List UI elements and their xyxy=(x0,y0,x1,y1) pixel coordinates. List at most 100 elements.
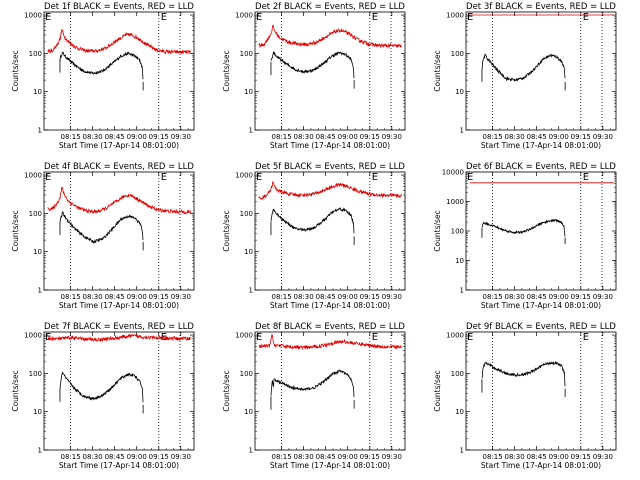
series-line-events xyxy=(481,53,566,82)
y-axis-label: Counts/sec xyxy=(222,210,231,251)
series-line-events xyxy=(59,371,144,403)
series-line-events xyxy=(270,51,355,79)
x-tick-label: 08:45 xyxy=(527,453,547,461)
plot-frame xyxy=(254,171,406,291)
x-tick-label: 09:15 xyxy=(149,133,169,141)
y-axis-label: Counts/sec xyxy=(11,50,20,91)
x-tick-label: 08:30 xyxy=(505,293,525,301)
detector-panel-3: Det 3f BLACK = Events, RED = LLD 1 10 100 10… xyxy=(433,2,616,150)
x-tick-label: 09:00 xyxy=(127,133,147,141)
panel-title: Det 2f BLACK = Events, RED = LLD xyxy=(255,2,405,12)
x-axis-label: Start Time (17-Apr-14 08:01:00) xyxy=(270,461,390,470)
x-tick-label: 09:00 xyxy=(338,133,358,141)
series-line-events xyxy=(481,218,566,237)
x-tick-label: 09:30 xyxy=(382,453,402,461)
x-axis-label: Start Time (17-Apr-14 08:01:00) xyxy=(270,141,390,150)
x-axis-label: Start Time (17-Apr-14 08:01:00) xyxy=(59,141,179,150)
series-line-lld xyxy=(47,28,192,55)
panel-title: Det 6f BLACK = Events, RED = LLD xyxy=(466,162,616,172)
x-tick-label: 09:00 xyxy=(549,293,569,301)
plot-frame xyxy=(43,11,195,131)
y-tick-label: 10 xyxy=(244,408,253,416)
y-tick-label: 1000 xyxy=(446,198,464,206)
series-line-events xyxy=(59,51,144,80)
panel-title: Det 3f BLACK = Events, RED = LLD xyxy=(466,2,616,12)
y-axis-label: Counts/sec xyxy=(11,370,20,411)
series-line-events xyxy=(270,369,355,398)
y-tick-label: 1000 xyxy=(24,172,42,180)
y-axis-label: Counts/sec xyxy=(433,210,442,251)
flag-label: E xyxy=(161,12,167,23)
x-tick-label: 08:15 xyxy=(60,133,80,141)
x-axis-label: Start Time (17-Apr-14 08:01:00) xyxy=(59,301,179,310)
y-tick-label: 10 xyxy=(455,257,464,265)
x-tick-label: 08:15 xyxy=(482,293,502,301)
x-tick-label: 08:30 xyxy=(505,133,525,141)
flag-label: E xyxy=(372,332,378,343)
series-line-lld xyxy=(258,333,403,351)
flag-label: E xyxy=(45,332,51,343)
flag-label: E xyxy=(583,332,589,343)
detector-panel-7: Det 7f BLACK = Events, RED = LLD 1 10 100 10… xyxy=(11,322,194,470)
panel-title: Det 9f BLACK = Events, RED = LLD xyxy=(466,322,616,332)
y-tick-label: 1 xyxy=(460,287,464,295)
y-tick-label: 1 xyxy=(460,127,464,135)
y-axis-label: Counts/sec xyxy=(222,50,231,91)
y-tick-label: 1000 xyxy=(24,12,42,20)
y-tick-label: 10 xyxy=(455,88,464,96)
x-tick-label: 09:00 xyxy=(338,453,358,461)
x-tick-label: 08:15 xyxy=(271,293,291,301)
x-tick-label: 09:00 xyxy=(549,453,569,461)
y-tick-label: 10000 xyxy=(442,169,464,177)
x-tick-label: 09:15 xyxy=(149,293,169,301)
series-line-events xyxy=(270,207,355,234)
x-tick-label: 09:15 xyxy=(571,453,591,461)
flag-label: E xyxy=(45,12,51,23)
y-tick-label: 1000 xyxy=(235,172,253,180)
plot-frame xyxy=(254,11,406,131)
y-tick-label: 10 xyxy=(244,248,253,256)
flag-label: E xyxy=(467,172,473,183)
x-tick-label: 09:15 xyxy=(571,133,591,141)
x-tick-label: 08:15 xyxy=(482,453,502,461)
flag-label: E xyxy=(256,172,262,183)
flag-label: E xyxy=(583,12,589,23)
x-tick-label: 09:30 xyxy=(171,293,191,301)
x-tick-label: 08:45 xyxy=(105,293,125,301)
panel-title: Det 4f BLACK = Events, RED = LLD xyxy=(44,162,194,172)
series-line-events xyxy=(481,360,566,387)
x-tick-label: 09:00 xyxy=(549,133,569,141)
flag-label: E xyxy=(372,172,378,183)
y-tick-label: 10 xyxy=(33,248,42,256)
plot-frame xyxy=(254,331,406,451)
y-tick-label: 1000 xyxy=(446,332,464,340)
detector-panel-8: Det 8f BLACK = Events, RED = LLD 1 10 100 10… xyxy=(222,322,405,470)
x-tick-label: 08:45 xyxy=(316,293,336,301)
plot-frame xyxy=(43,331,195,451)
y-tick-label: 1000 xyxy=(235,12,253,20)
x-tick-label: 08:30 xyxy=(294,293,314,301)
y-tick-label: 1 xyxy=(460,447,464,455)
y-tick-label: 100 xyxy=(29,50,42,58)
x-tick-label: 08:30 xyxy=(505,453,525,461)
y-tick-label: 10 xyxy=(244,88,253,96)
y-tick-label: 100 xyxy=(451,370,464,378)
panel-title: Det 5f BLACK = Events, RED = LLD xyxy=(255,162,405,172)
flag-label: E xyxy=(45,172,51,183)
detector-panel-2: Det 2f BLACK = Events, RED = LLD 1 10 100 10… xyxy=(222,2,405,150)
x-axis-label: Start Time (17-Apr-14 08:01:00) xyxy=(270,301,390,310)
x-tick-label: 09:30 xyxy=(382,293,402,301)
flag-label: E xyxy=(372,12,378,23)
x-tick-label: 09:15 xyxy=(149,453,169,461)
y-axis-label: Counts/sec xyxy=(433,50,442,91)
x-tick-label: 09:30 xyxy=(171,133,191,141)
plot-frame xyxy=(43,171,195,291)
plot-frame xyxy=(465,11,617,131)
flag-label: E xyxy=(467,12,473,23)
x-tick-label: 09:30 xyxy=(593,453,613,461)
y-tick-label: 10 xyxy=(33,88,42,96)
y-axis-label: Counts/sec xyxy=(11,210,20,251)
y-axis-label: Counts/sec xyxy=(433,370,442,411)
x-tick-label: 08:15 xyxy=(482,133,502,141)
y-tick-label: 1 xyxy=(249,447,253,455)
